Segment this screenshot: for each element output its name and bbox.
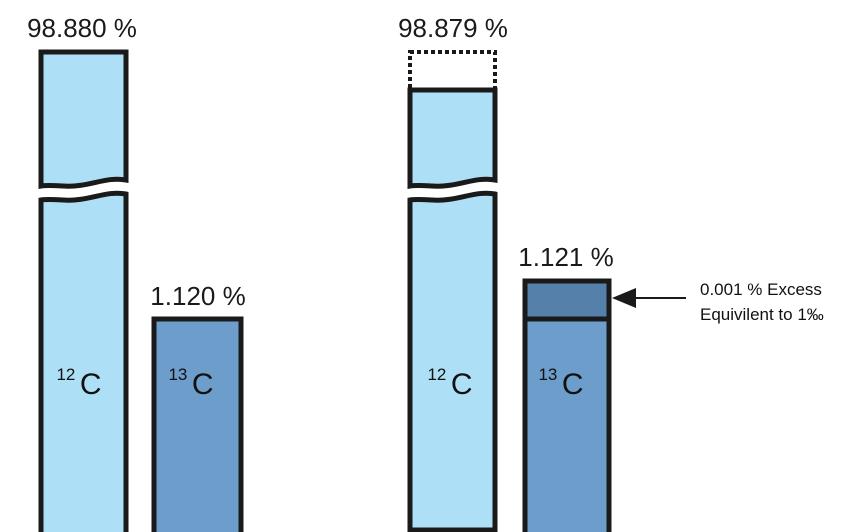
bar-c13	[151, 316, 244, 532]
isotope-label-c13: 13 C	[168, 365, 213, 401]
isotope-label-c13: 13 C	[538, 365, 583, 401]
panel-after: 98.879 % 12 C 1.121 % 13 C 0.001 % Exces…	[398, 13, 824, 532]
value-label-c12: 98.879 %	[398, 13, 508, 43]
annotation-line-2: Equivilent to 1‰	[700, 305, 824, 324]
bar-c12-upper	[407, 87, 498, 189]
bar-c12-removed-outline	[408, 50, 497, 92]
bar-c12-lower	[38, 190, 129, 532]
bar-c12-upper	[38, 49, 129, 189]
isotope-label-c12: 12 C	[56, 365, 101, 401]
value-label-c13: 1.121 %	[518, 242, 613, 272]
isotope-label-c12: 12 C	[427, 365, 472, 401]
bar-c13	[522, 316, 612, 532]
annotation-line-1: 0.001 % Excess	[700, 280, 822, 299]
value-label-c13: 1.120 %	[150, 281, 245, 311]
bar-c12-lower	[407, 190, 498, 532]
value-label-c12: 98.880 %	[27, 13, 137, 43]
bar-c13-excess	[522, 278, 612, 322]
panel-before: 98.880 % 12 C 1.120 % 13 C	[27, 13, 246, 532]
